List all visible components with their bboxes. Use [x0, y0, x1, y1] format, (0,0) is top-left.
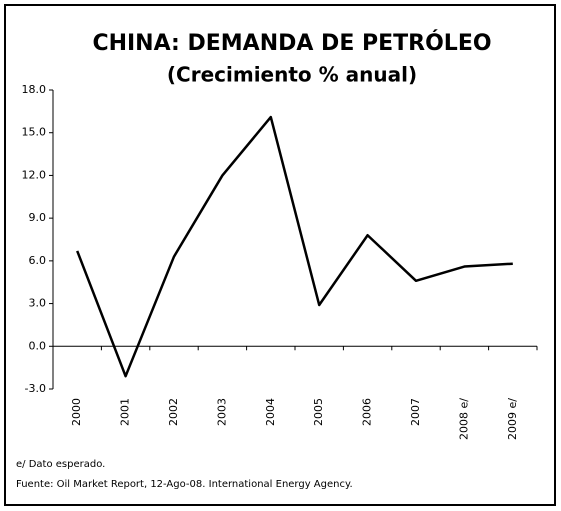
y-tick-label: 12.0 [22, 168, 47, 181]
y-tick-label: 18.0 [22, 83, 47, 96]
x-tick-label: 2000 [70, 398, 83, 426]
x-tick-label: 2005 [312, 398, 325, 426]
chart-subtitle: (Crecimiento % anual) [167, 63, 417, 87]
note: Fuente: Oil Market Report, 12-Ago-08. In… [16, 479, 353, 490]
chart-frame [4, 4, 556, 506]
chart-title: CHINA: DEMANDA DE PETRÓLEO [92, 30, 491, 56]
x-tick-label: 2007 [409, 398, 422, 426]
y-tick-label: 6.0 [29, 254, 47, 267]
line-series [76, 115, 513, 378]
y-tick-label: -3.0 [25, 382, 46, 395]
x-tick-label: 2002 [167, 398, 180, 426]
x-tick-label: 2001 [119, 398, 132, 426]
y-tick-label: 0.0 [29, 339, 47, 352]
x-tick-label: 2008 e/ [457, 398, 470, 440]
x-tick-label: 2003 [215, 398, 228, 426]
x-tick-label: 2004 [264, 398, 277, 426]
y-tick-label: 9.0 [29, 211, 47, 224]
y-tick-label: 3.0 [29, 297, 47, 310]
x-tick-label: 2006 [361, 398, 374, 426]
note: e/ Dato esperado. [16, 459, 105, 470]
x-tick-label: 2009 e/ [506, 398, 519, 440]
y-tick-label: 15.0 [22, 126, 47, 139]
